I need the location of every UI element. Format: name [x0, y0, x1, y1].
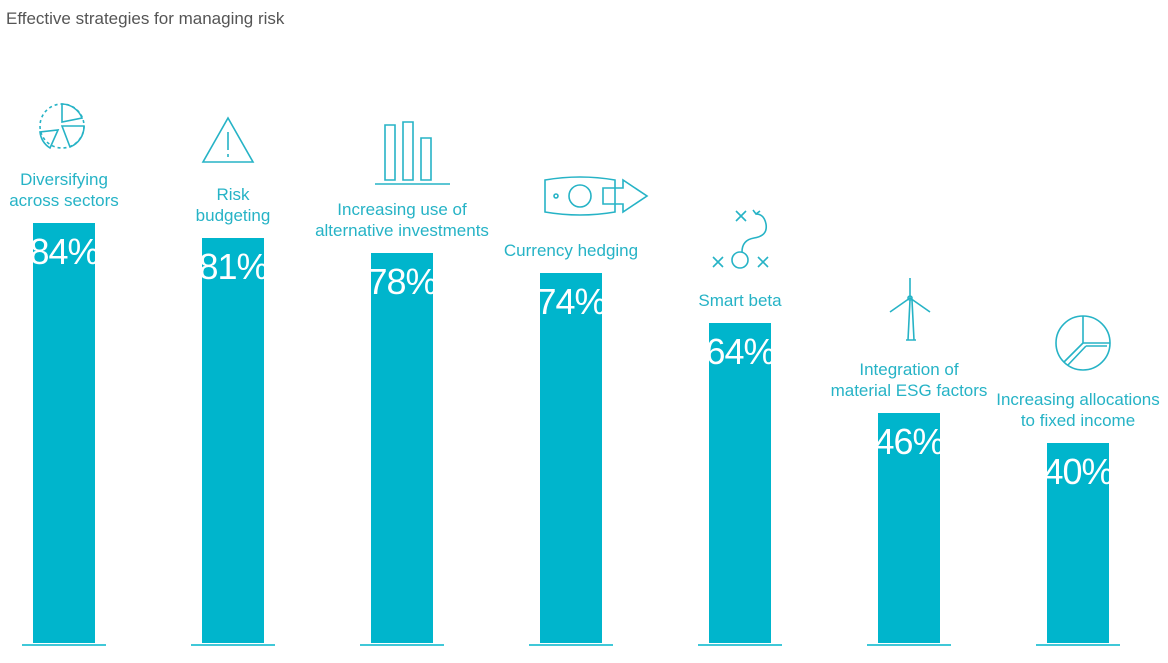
category-label: Currency hedging: [503, 241, 639, 260]
category-label: Increasing allocations to fixed income: [996, 390, 1160, 430]
value-label: 40%: [1043, 451, 1113, 492]
bar: [709, 323, 771, 643]
value-label: 46%: [874, 421, 944, 462]
icons: [39, 103, 1111, 371]
value-label: 74%: [536, 281, 606, 322]
category-label: Integration of material ESG factors: [830, 360, 988, 400]
bar: [371, 253, 433, 643]
bar: [878, 413, 940, 643]
category-label: Increasing use of alternative investment…: [315, 200, 489, 240]
chart-title: Effective strategies for managing risk: [6, 9, 285, 28]
value-label: 78%: [367, 261, 437, 302]
category-label: Diversifying across sectors: [9, 170, 119, 210]
bar: [540, 273, 602, 643]
bar: [202, 238, 264, 643]
value-label: 84%: [29, 231, 99, 272]
bar: [33, 223, 95, 643]
bar: [1047, 443, 1109, 643]
category-label: Risk budgeting: [195, 185, 271, 225]
value-label: 64%: [705, 331, 775, 372]
value-label: 81%: [198, 246, 268, 287]
category-label: Smart beta: [698, 291, 782, 310]
